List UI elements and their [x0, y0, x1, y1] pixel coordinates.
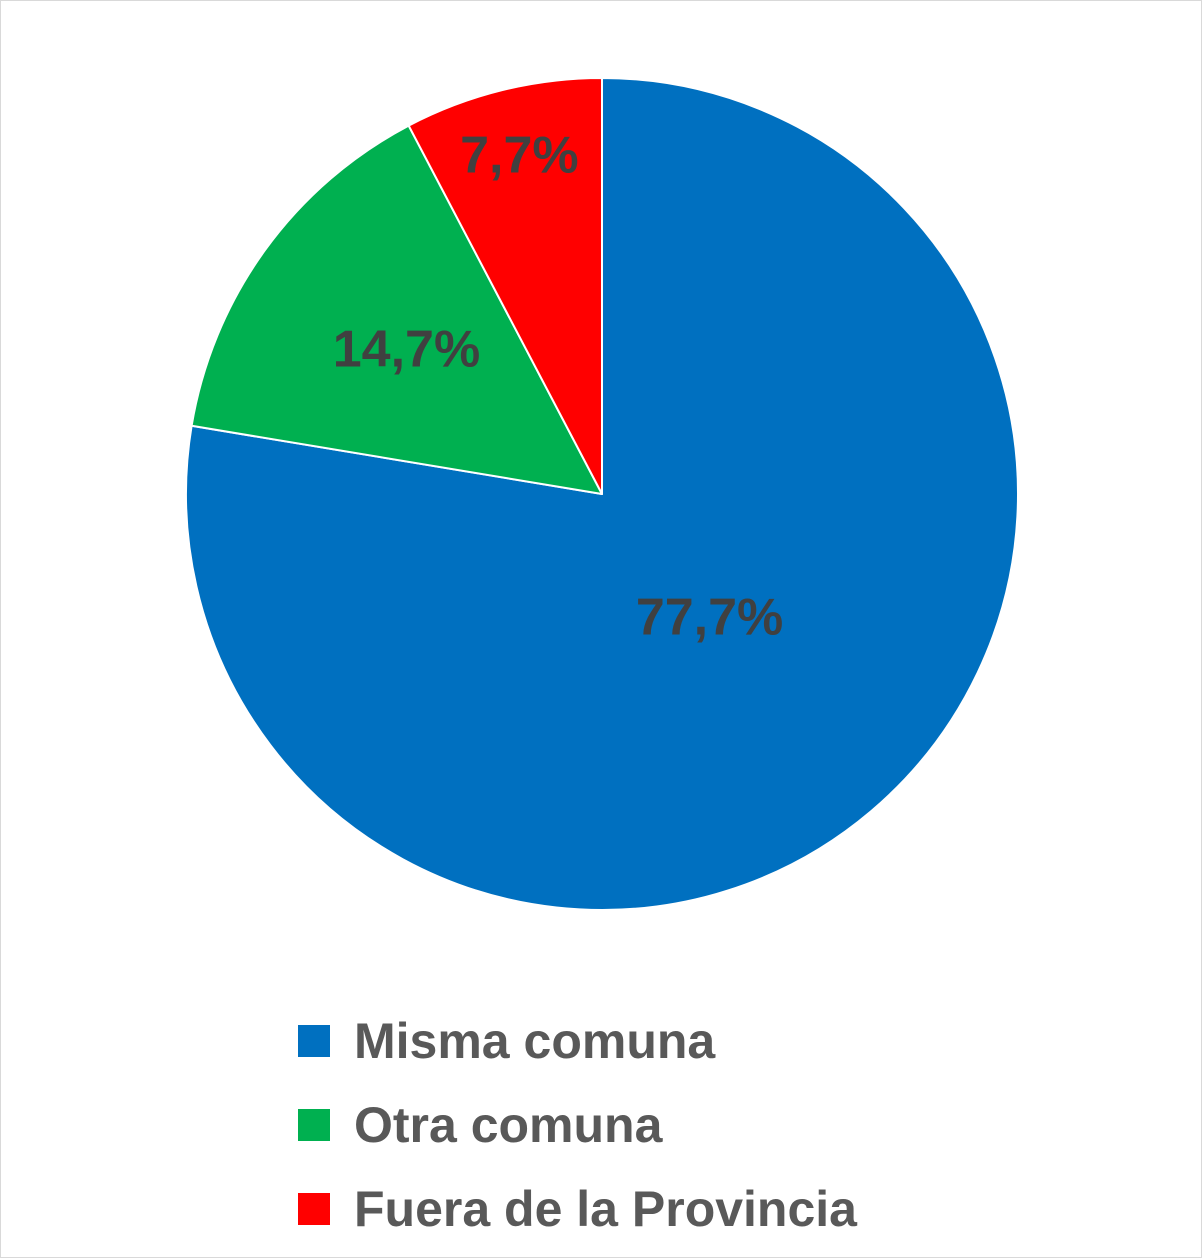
legend-item-fuera-de-la-provincia: Fuera de la Provincia	[298, 1167, 998, 1251]
data-label-fuera-de-la-provincia: 7,7%	[460, 126, 579, 184]
legend-label-otra-comuna: Otra comuna	[354, 1097, 663, 1153]
legend-label-misma-comuna: Misma comuna	[354, 1013, 716, 1069]
pie-slice-otra-comuna	[190, 124, 603, 495]
chart-legend: Misma comuna Otra comuna Fuera de la Pro…	[298, 999, 998, 1251]
data-label-otra-comuna: 14,7%	[333, 320, 480, 378]
legend-swatch-misma-comuna	[298, 1025, 330, 1057]
data-label-misma-comuna: 77,7%	[636, 589, 783, 647]
legend-item-misma-comuna: Misma comuna	[298, 999, 998, 1083]
legend-swatch-otra-comuna	[298, 1109, 330, 1141]
legend-item-otra-comuna: Otra comuna	[298, 1083, 998, 1167]
pie-slice-misma-comuna	[185, 77, 1019, 911]
legend-swatch-fuera-de-la-provincia	[298, 1193, 330, 1225]
pie-chart: 77,7% 14,7% 7,7%	[185, 77, 1019, 911]
legend-label-fuera-de-la-provincia: Fuera de la Provincia	[354, 1181, 857, 1237]
pie-slice-fuera-de-la-provincia	[407, 77, 603, 495]
